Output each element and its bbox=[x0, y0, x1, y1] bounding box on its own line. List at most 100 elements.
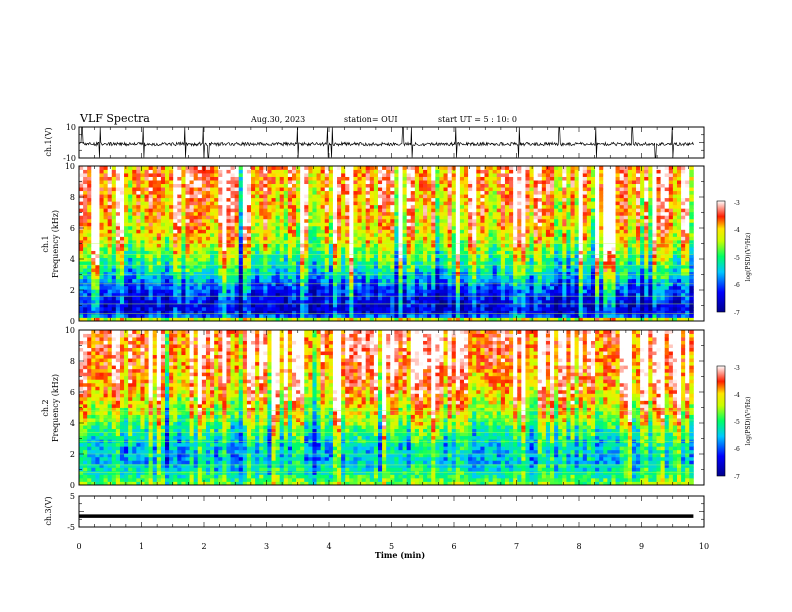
spectrogram-cell bbox=[210, 264, 215, 269]
spectrogram-cell bbox=[521, 180, 526, 185]
spectrogram-cell bbox=[226, 211, 231, 216]
spectrogram-cell bbox=[386, 254, 391, 258]
spectrogram-cell bbox=[484, 310, 489, 315]
spectrogram-cell bbox=[148, 215, 154, 220]
spectrogram-cell bbox=[201, 285, 207, 290]
spectrogram-cell bbox=[79, 247, 84, 251]
spectrogram-cell bbox=[296, 257, 301, 262]
spectrogram-cell bbox=[275, 310, 281, 315]
spectrogram-cell bbox=[373, 289, 379, 294]
spectrogram-cell bbox=[308, 278, 313, 283]
spectrogram-cell bbox=[443, 257, 449, 262]
spectrogram-cell bbox=[103, 180, 109, 185]
spectrogram-cell bbox=[443, 169, 449, 174]
spectrogram-cell bbox=[107, 292, 113, 297]
spectrogram-cell bbox=[107, 264, 113, 269]
spectrogram-cell bbox=[513, 257, 518, 262]
spectrogram-cell bbox=[459, 313, 465, 318]
spectrogram-cell bbox=[185, 239, 190, 244]
spectrogram-cell bbox=[447, 289, 453, 294]
spectrogram-cell bbox=[128, 289, 133, 294]
spectrogram-cell bbox=[279, 250, 285, 255]
spectrogram-cell bbox=[156, 285, 162, 290]
spectrogram-cell bbox=[394, 275, 399, 280]
spectrogram-cell bbox=[398, 250, 403, 255]
spectrogram-cell bbox=[316, 225, 322, 230]
spectrogram-cell bbox=[283, 183, 289, 188]
spectrogram-cell bbox=[533, 317, 539, 322]
spectrogram-cell bbox=[382, 292, 387, 297]
spectrogram-cell bbox=[345, 229, 350, 234]
spectrogram-cell bbox=[418, 229, 424, 234]
spectrogram-cell bbox=[107, 313, 113, 318]
spectrogram-cell bbox=[279, 310, 285, 315]
spectrogram-cell bbox=[484, 264, 489, 269]
spectrogram-cell bbox=[337, 303, 342, 308]
spectrogram-cell bbox=[165, 247, 170, 251]
spectrogram-cell bbox=[87, 282, 92, 287]
spectrogram-cell bbox=[435, 250, 440, 255]
spectrogram-cell bbox=[525, 310, 530, 315]
spectrogram-cell bbox=[509, 176, 514, 181]
spectrogram-cell bbox=[300, 275, 305, 280]
spectrogram-cell bbox=[152, 218, 158, 223]
spectrogram-cell bbox=[500, 180, 506, 185]
spectrogram-cell bbox=[205, 222, 211, 227]
spectrogram-cell bbox=[353, 296, 358, 301]
spectrogram-cell bbox=[246, 282, 252, 287]
spectrogram-cell bbox=[128, 180, 133, 185]
spectrogram-cell bbox=[459, 201, 465, 206]
spectrogram-cell bbox=[304, 166, 309, 170]
spectrogram-cell bbox=[83, 169, 88, 174]
spectrogram-cell bbox=[468, 166, 473, 170]
spectrogram-cell bbox=[201, 282, 207, 287]
spectrogram-cell bbox=[201, 215, 207, 220]
spectrogram-cell bbox=[279, 278, 285, 283]
spectrogram-cell bbox=[95, 183, 100, 188]
spectrogram-cell bbox=[308, 289, 313, 294]
spectrogram-cell bbox=[492, 215, 498, 220]
spectrogram-cell bbox=[406, 201, 412, 206]
spectrogram-cell bbox=[439, 229, 444, 234]
spectrogram-cell bbox=[316, 250, 322, 255]
spectrogram-cell bbox=[271, 239, 276, 244]
spectrogram-cell bbox=[304, 183, 309, 188]
spectrogram-cell bbox=[410, 303, 416, 308]
spectrogram-cell bbox=[382, 211, 387, 216]
spectrogram-cell bbox=[402, 261, 408, 266]
spectrogram-cell bbox=[218, 296, 223, 301]
spectrogram-cell bbox=[87, 250, 92, 255]
spectrogram-cell bbox=[83, 310, 88, 315]
spectrogram-cell bbox=[99, 250, 104, 255]
spectrogram-cell bbox=[291, 190, 297, 195]
spectrogram-cell bbox=[476, 282, 481, 287]
spectrogram-cell bbox=[320, 180, 326, 185]
spectrogram-cell bbox=[345, 268, 350, 273]
spectrogram-cell bbox=[275, 180, 281, 185]
spectrogram-cell bbox=[312, 204, 317, 209]
spectrogram-cell bbox=[439, 261, 444, 266]
spectrogram-cell bbox=[103, 296, 109, 301]
spectrogram-cell bbox=[246, 194, 252, 199]
spectrogram-cell bbox=[398, 232, 403, 237]
spectrogram-cell bbox=[349, 187, 354, 192]
spectrogram-cell bbox=[431, 313, 436, 318]
spectrogram-cell bbox=[300, 183, 305, 188]
spectrogram-cell bbox=[83, 222, 88, 227]
spectrogram-cell bbox=[144, 257, 150, 262]
spectrogram-cell bbox=[373, 275, 379, 280]
spectrogram-cell bbox=[177, 271, 182, 276]
spectrogram-cell bbox=[177, 176, 182, 181]
spectrogram-cell bbox=[386, 271, 391, 276]
spectrogram-cell bbox=[390, 271, 395, 276]
spectrogram-cell bbox=[378, 299, 383, 304]
spectrogram-cell bbox=[173, 169, 178, 174]
spectrogram-cell bbox=[201, 208, 207, 213]
spectrogram-cell bbox=[304, 282, 309, 287]
figure-title: VLF Spectra bbox=[79, 112, 150, 125]
spectrogram-cell bbox=[337, 236, 342, 241]
spectrogram-cell bbox=[369, 289, 375, 294]
spectrogram-cell bbox=[320, 250, 326, 255]
spectrogram-cell bbox=[320, 243, 326, 248]
spectrogram-cell bbox=[283, 229, 289, 234]
